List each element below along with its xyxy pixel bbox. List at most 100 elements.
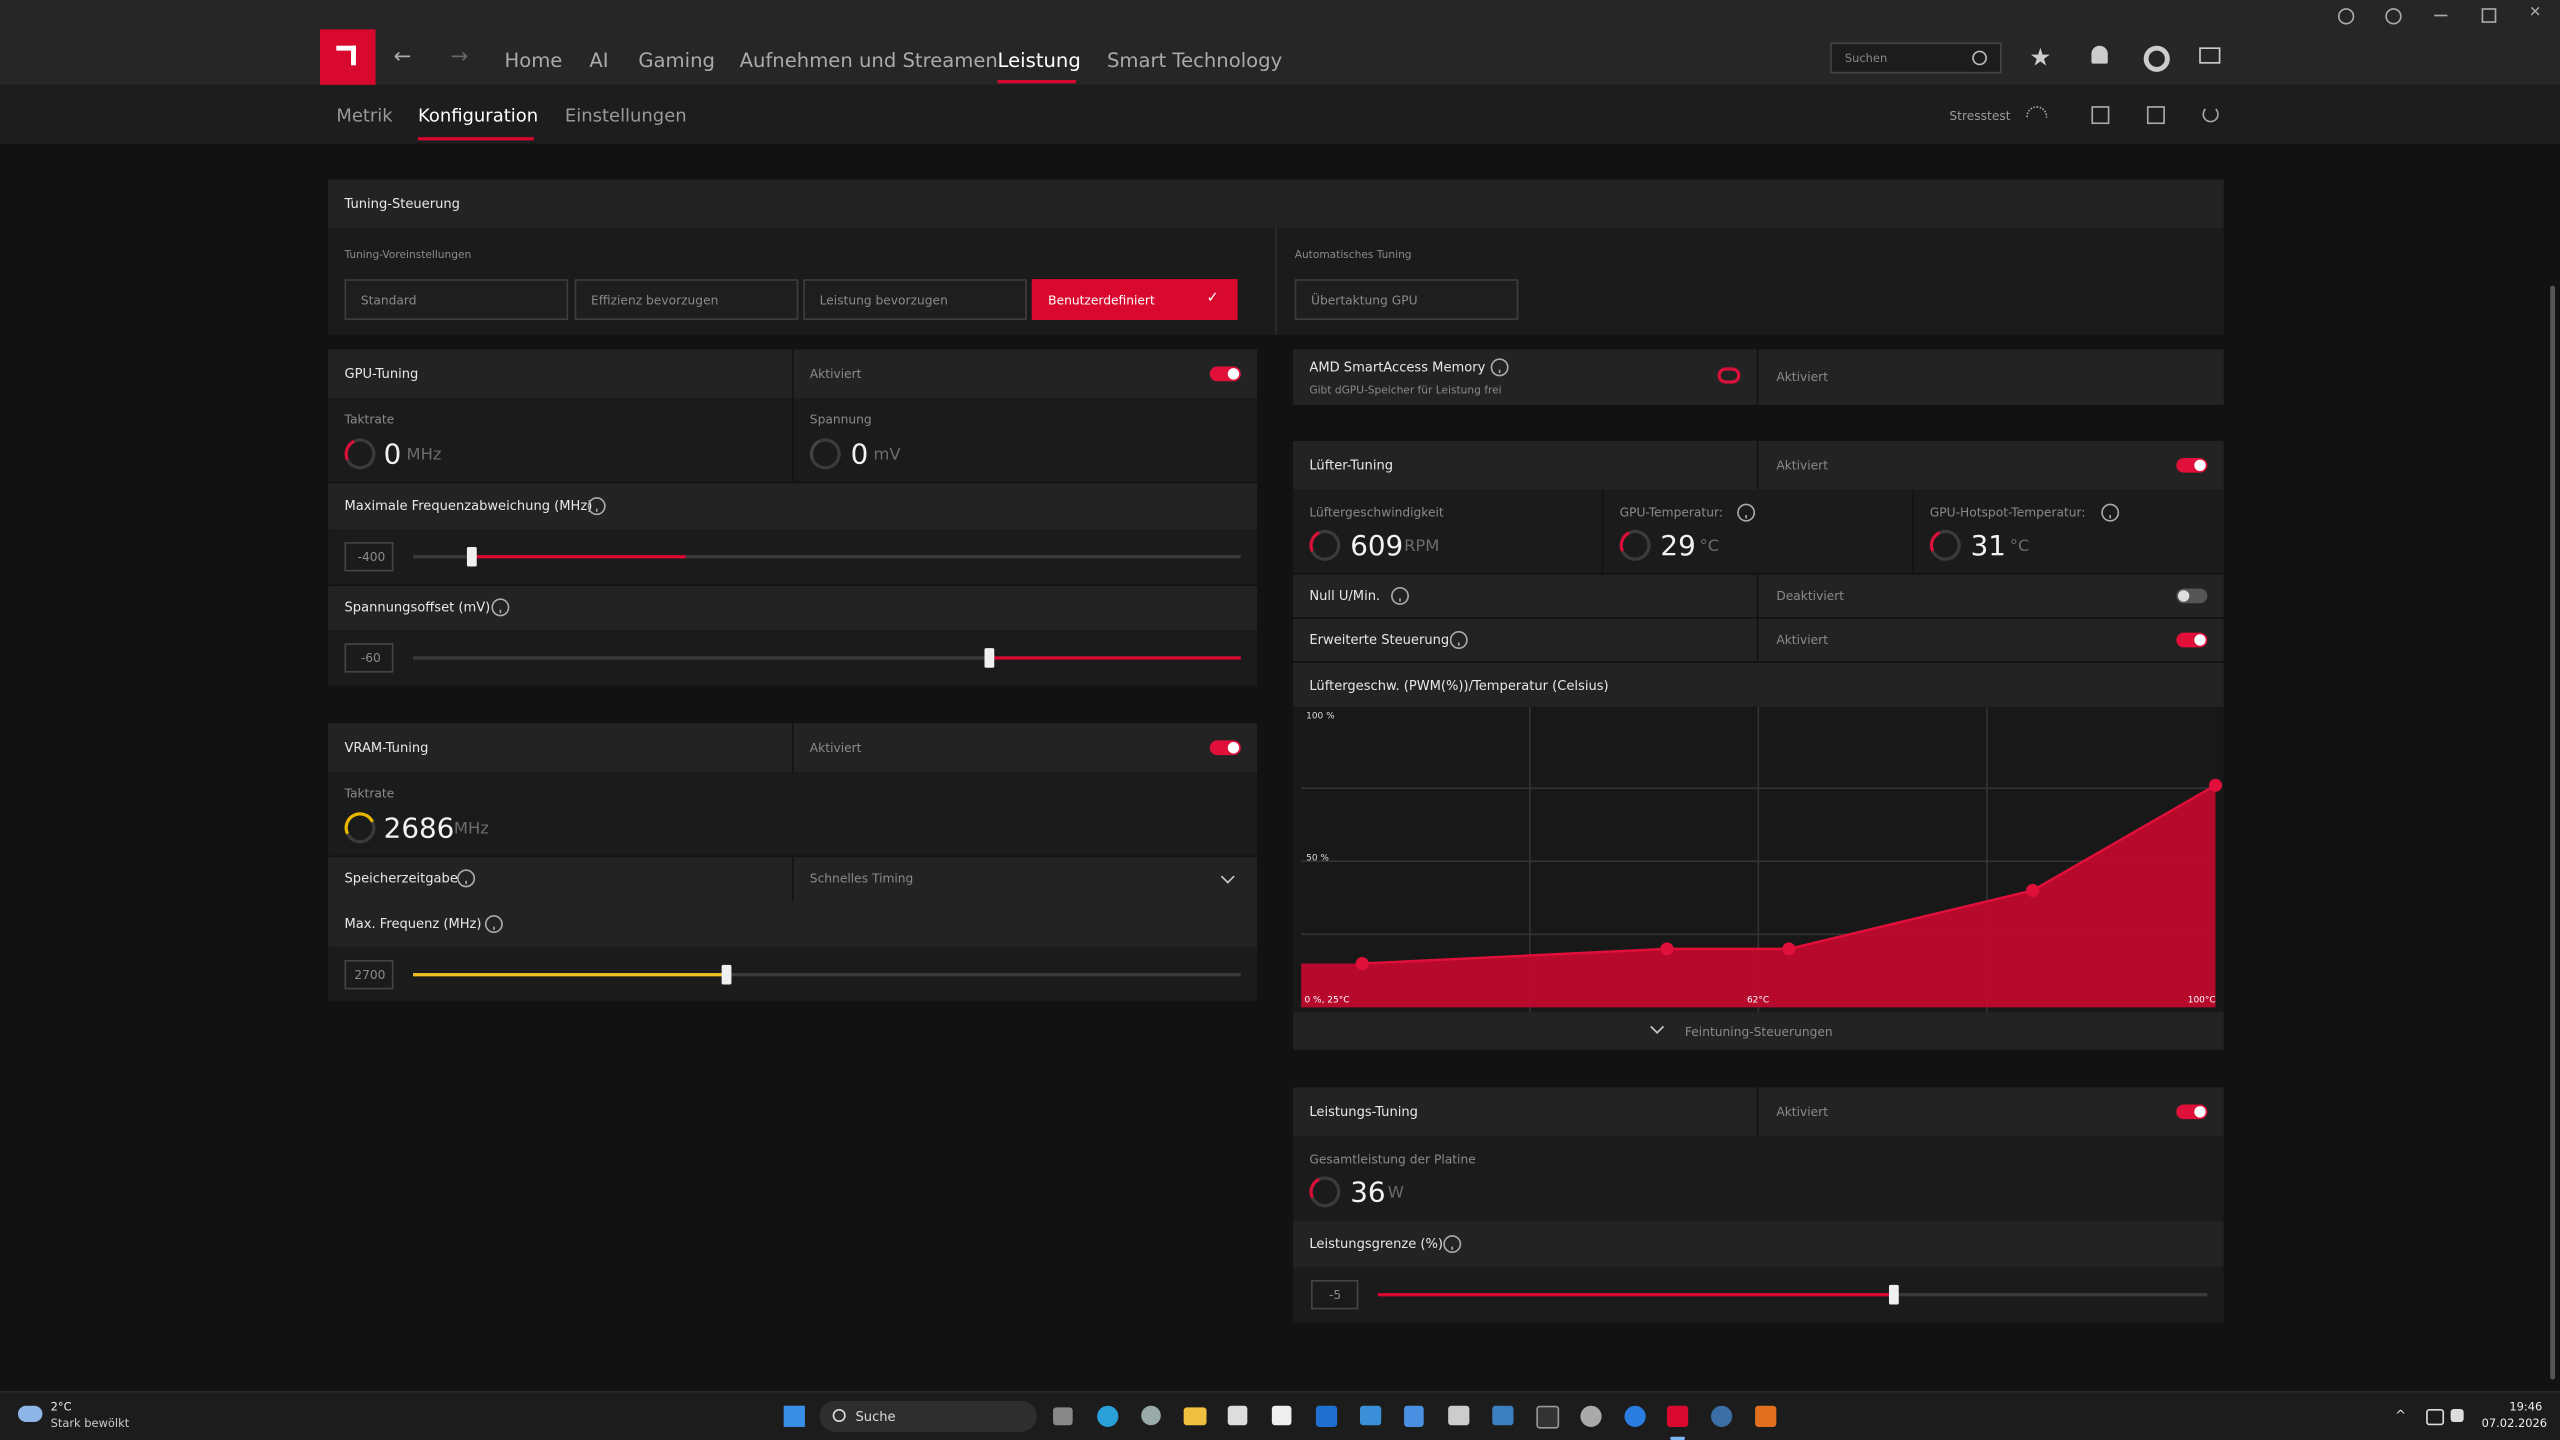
auto-tuning-button[interactable]: Übertaktung GPU <box>1294 279 1519 320</box>
app-icon[interactable] <box>1755 1405 1777 1427</box>
app-icon[interactable] <box>1141 1405 1161 1426</box>
weather-desc[interactable]: Stark bewölkt <box>50 1417 130 1431</box>
status: Aktiviert <box>1776 632 1829 648</box>
help-icon[interactable] <box>1490 358 1509 377</box>
app-icon[interactable] <box>1711 1405 1733 1427</box>
metric-value: 31 <box>1970 530 2006 564</box>
curve-point[interactable] <box>1355 956 1369 971</box>
restore[interactable] <box>2481 8 2497 23</box>
section-label: Tuning-Voreinstellungen <box>344 248 472 262</box>
help-icon[interactable] <box>484 915 503 934</box>
app-icon[interactable] <box>1183 1407 1207 1426</box>
stresstest-icon[interactable] <box>2026 106 2048 118</box>
clock-date[interactable]: 07.02.2026 <box>2481 1417 2548 1431</box>
nav-item[interactable]: Aufnehmen und Streamen <box>739 48 998 72</box>
preset-button[interactable]: Standard <box>344 279 569 320</box>
help-icon[interactable] <box>1449 631 1468 649</box>
forward-arrow[interactable]: → <box>450 44 469 70</box>
help-icon[interactable] <box>1737 503 1756 522</box>
app-icon[interactable] <box>1227 1405 1248 1426</box>
fine-tuning-row[interactable]: Feintuning-Steuerungen <box>1293 1012 2224 1050</box>
value-box[interactable]: -5 <box>1311 1280 1359 1310</box>
curve-point[interactable] <box>2208 778 2223 792</box>
subnav-item-active[interactable]: Konfiguration <box>417 105 539 127</box>
help-icon[interactable] <box>457 869 476 888</box>
axis-label: 100°C <box>2187 995 2216 1006</box>
slider-thumb[interactable] <box>721 964 732 985</box>
help-icon[interactable] <box>1443 1235 1462 1254</box>
help-icon[interactable] <box>1391 586 1409 605</box>
favorites-icon[interactable]: ★ <box>2029 42 2052 72</box>
help-icon[interactable] <box>2385 8 2402 25</box>
app-icon[interactable] <box>1404 1405 1424 1427</box>
tray-icon[interactable] <box>2450 1408 2464 1423</box>
setting-label: Erweiterte Steuerung <box>1309 632 1450 648</box>
help-icon[interactable] <box>491 598 510 617</box>
back-arrow[interactable]: ← <box>393 44 412 70</box>
app-icon[interactable] <box>1536 1405 1560 1429</box>
toggle-off[interactable] <box>2176 588 2208 604</box>
help-icon[interactable] <box>2101 503 2120 522</box>
tray-icon[interactable] <box>2426 1408 2445 1426</box>
preset-button[interactable]: Leistung bevorzugen <box>803 279 1027 320</box>
reset-icon[interactable] <box>2202 106 2219 123</box>
weather-icon[interactable] <box>17 1405 43 1423</box>
curve-point[interactable] <box>2026 883 2040 897</box>
settings-icon[interactable] <box>2143 45 2170 72</box>
amd-logo[interactable] <box>320 29 376 85</box>
app-icon-active[interactable] <box>1666 1405 1689 1427</box>
value-box[interactable]: 2700 <box>344 959 394 990</box>
layout-icon[interactable] <box>2199 47 2221 64</box>
toggle-on[interactable] <box>1209 740 1241 756</box>
subnav-item[interactable]: Einstellungen <box>564 105 687 127</box>
app-icon[interactable] <box>1315 1405 1338 1427</box>
help-icon[interactable] <box>587 497 606 516</box>
dropdown-chevron[interactable] <box>1220 869 1235 884</box>
app-icon[interactable] <box>1360 1405 1382 1426</box>
nav-item[interactable]: Home <box>504 48 563 72</box>
setting-row: Null U/Min. Deaktiviert <box>1293 574 2224 618</box>
value-box[interactable]: -400 <box>344 542 394 572</box>
notifications-icon[interactable] <box>2091 45 2108 64</box>
preset-button[interactable]: Effizienz bevorzugen <box>574 279 799 320</box>
toggle-on[interactable] <box>2176 457 2208 473</box>
toggle-on[interactable] <box>2176 632 2208 648</box>
tray-chevron[interactable]: ^ <box>2395 1408 2407 1423</box>
curve-point[interactable] <box>1660 942 1674 956</box>
app-icon[interactable] <box>1492 1405 1514 1426</box>
toggle-on[interactable] <box>2176 1104 2208 1120</box>
value-box[interactable]: -60 <box>344 643 394 673</box>
nav-item[interactable]: Smart Technology <box>1106 48 1283 72</box>
export-icon[interactable] <box>2146 106 2165 125</box>
taskbar-search[interactable]: Suche <box>819 1400 1037 1432</box>
app-icon[interactable] <box>1053 1407 1073 1426</box>
start-button[interactable] <box>783 1405 805 1427</box>
bug-icon[interactable] <box>2337 8 2355 25</box>
metrics-row: Taktrate 0 MHz Spannung 0 mV <box>328 398 1258 482</box>
app-icon[interactable] <box>1580 1405 1602 1427</box>
search-box[interactable]: Suchen <box>1830 42 2002 74</box>
slider-thumb[interactable] <box>1888 1284 1899 1305</box>
app-icon[interactable] <box>1271 1405 1292 1426</box>
app-icon[interactable] <box>1624 1405 1646 1427</box>
slider-thumb[interactable] <box>466 546 477 567</box>
curve-point[interactable] <box>1782 942 1796 956</box>
app-icon[interactable] <box>1097 1405 1119 1427</box>
weather-temp[interactable]: 2°C <box>50 1400 72 1414</box>
close[interactable]: ✕ <box>2528 4 2542 22</box>
scrollbar[interactable] <box>2550 285 2556 1380</box>
app-icon[interactable] <box>1448 1405 1470 1426</box>
stresstest-label[interactable]: Stresstest <box>1949 108 2011 124</box>
clock-time[interactable]: 19:46 <box>2509 1400 2543 1414</box>
nav-item-active[interactable]: Leistung <box>997 48 1081 72</box>
dropdown-value[interactable]: Schnelles Timing <box>809 871 914 886</box>
import-icon[interactable] <box>2091 106 2110 125</box>
minimize[interactable] <box>2434 14 2448 17</box>
preset-button-active[interactable]: Benutzerdefiniert ✓ <box>1031 279 1238 320</box>
nav-item[interactable]: Gaming <box>638 48 715 72</box>
nav-item[interactable]: AI <box>589 48 609 72</box>
slider-thumb[interactable] <box>984 648 995 668</box>
subnav-item[interactable]: Metrik <box>336 105 393 127</box>
toggle-on[interactable] <box>1209 366 1241 382</box>
